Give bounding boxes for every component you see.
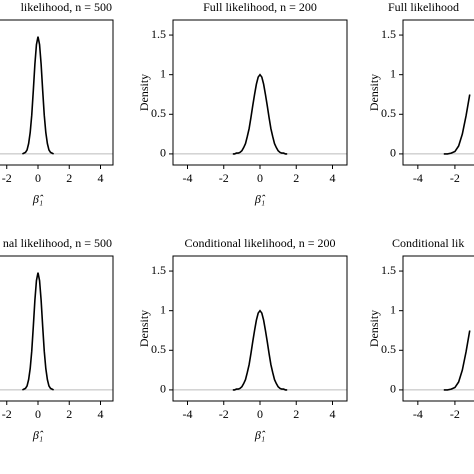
panel-title: likelihood, n = 500 [21, 0, 112, 14]
y-tick-label: 1 [390, 302, 396, 316]
y-tick-label: 0 [390, 382, 396, 396]
y-axis-label: Density [367, 74, 381, 111]
x-axis-label: β̂₁ [32, 192, 44, 206]
x-tick-label: -4 [183, 407, 193, 421]
panel-title: Conditional lik [392, 236, 464, 250]
plot-frame [0, 19, 114, 166]
x-axis-label: β̂₁ [254, 192, 266, 206]
x-tick-label: 2 [66, 407, 72, 421]
x-tick-label: -4 [413, 171, 423, 185]
density-curve [22, 36, 54, 155]
x-tick-label: 0 [35, 171, 41, 185]
density-curve [232, 309, 288, 391]
y-tick-label: 1 [160, 66, 166, 80]
y-axis-label: Density [137, 74, 151, 111]
y-tick-label: 1.5 [151, 27, 166, 41]
y-tick-label: 1.5 [151, 263, 166, 277]
y-tick-label: 0 [390, 146, 396, 160]
x-tick-label: -2 [2, 171, 12, 185]
plot-frame [402, 255, 474, 402]
x-tick-label: 4 [330, 407, 336, 421]
plot-frame [0, 255, 114, 402]
y-tick-label: 1 [390, 66, 396, 80]
panel-title: nal likelihood, n = 500 [3, 236, 112, 250]
y-axis-label: Density [367, 310, 381, 347]
y-axis-label: Density [137, 310, 151, 347]
x-tick-label: 4 [98, 407, 104, 421]
x-tick-label: 0 [257, 171, 263, 185]
y-tick-label: 0 [160, 382, 166, 396]
density-curve [443, 94, 471, 155]
x-tick-label: -2 [450, 171, 460, 185]
plot-frame [402, 19, 474, 166]
density-curve [22, 272, 54, 391]
y-tick-label: 0.5 [151, 106, 166, 120]
y-tick-label: 1.5 [381, 27, 396, 41]
x-tick-label: 4 [98, 171, 104, 185]
x-tick-label: -4 [413, 407, 423, 421]
y-tick-label: 1 [160, 302, 166, 316]
y-tick-label: 0 [160, 146, 166, 160]
y-tick-label: 0.5 [381, 106, 396, 120]
y-tick-label: 0.5 [381, 342, 396, 356]
x-tick-label: -2 [450, 407, 460, 421]
x-tick-label: -4 [183, 171, 193, 185]
x-tick-label: -2 [219, 171, 229, 185]
x-tick-label: 2 [66, 171, 72, 185]
x-tick-label: 0 [257, 407, 263, 421]
x-tick-label: 0 [35, 407, 41, 421]
panel-title: Full likelihood [388, 0, 459, 14]
x-axis-label: β̂₁ [32, 428, 44, 442]
plot-frame [172, 255, 348, 402]
density-curve [443, 330, 471, 391]
panel-title: Full likelihood, n = 200 [203, 0, 317, 14]
plot-frame [172, 19, 348, 166]
panel-title: Conditional likelihood, n = 200 [184, 236, 335, 250]
y-tick-label: 1.5 [381, 263, 396, 277]
density-curve [232, 73, 288, 155]
x-tick-label: 4 [330, 171, 336, 185]
x-axis-label: β̂₁ [254, 428, 266, 442]
y-tick-label: 0.5 [151, 342, 166, 356]
x-tick-label: 2 [293, 171, 299, 185]
x-tick-label: -2 [219, 407, 229, 421]
x-tick-label: 2 [293, 407, 299, 421]
x-tick-label: -2 [2, 407, 12, 421]
